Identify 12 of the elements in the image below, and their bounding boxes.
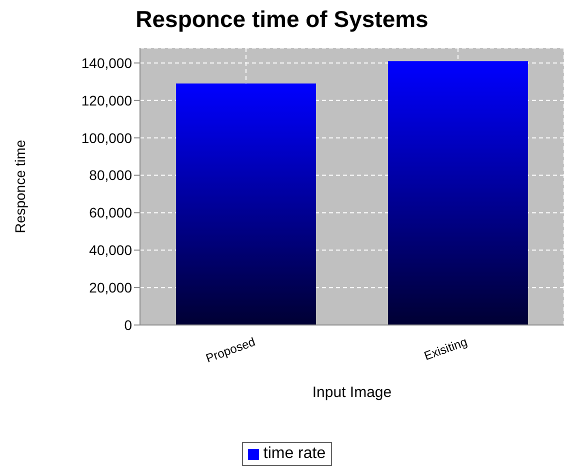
y-tick-label: 80,000: [89, 167, 132, 184]
y-axis-title: Responce time: [12, 140, 28, 234]
y-tick-label: 40,000: [89, 242, 132, 258]
y-tick-label: 60,000: [89, 204, 132, 221]
y-tick-label: 20,000: [89, 280, 132, 296]
chart-title: Responce time of Systems: [134, 6, 430, 33]
y-tick-label: 0: [124, 316, 132, 333]
legend-label: time rate: [262, 445, 326, 463]
y-tick-label: 140,000: [81, 54, 132, 71]
y-tick-label: 120,000: [81, 92, 132, 108]
y-tick-label: 100,000: [81, 130, 132, 146]
x-axis-title: Input Image: [312, 384, 392, 401]
